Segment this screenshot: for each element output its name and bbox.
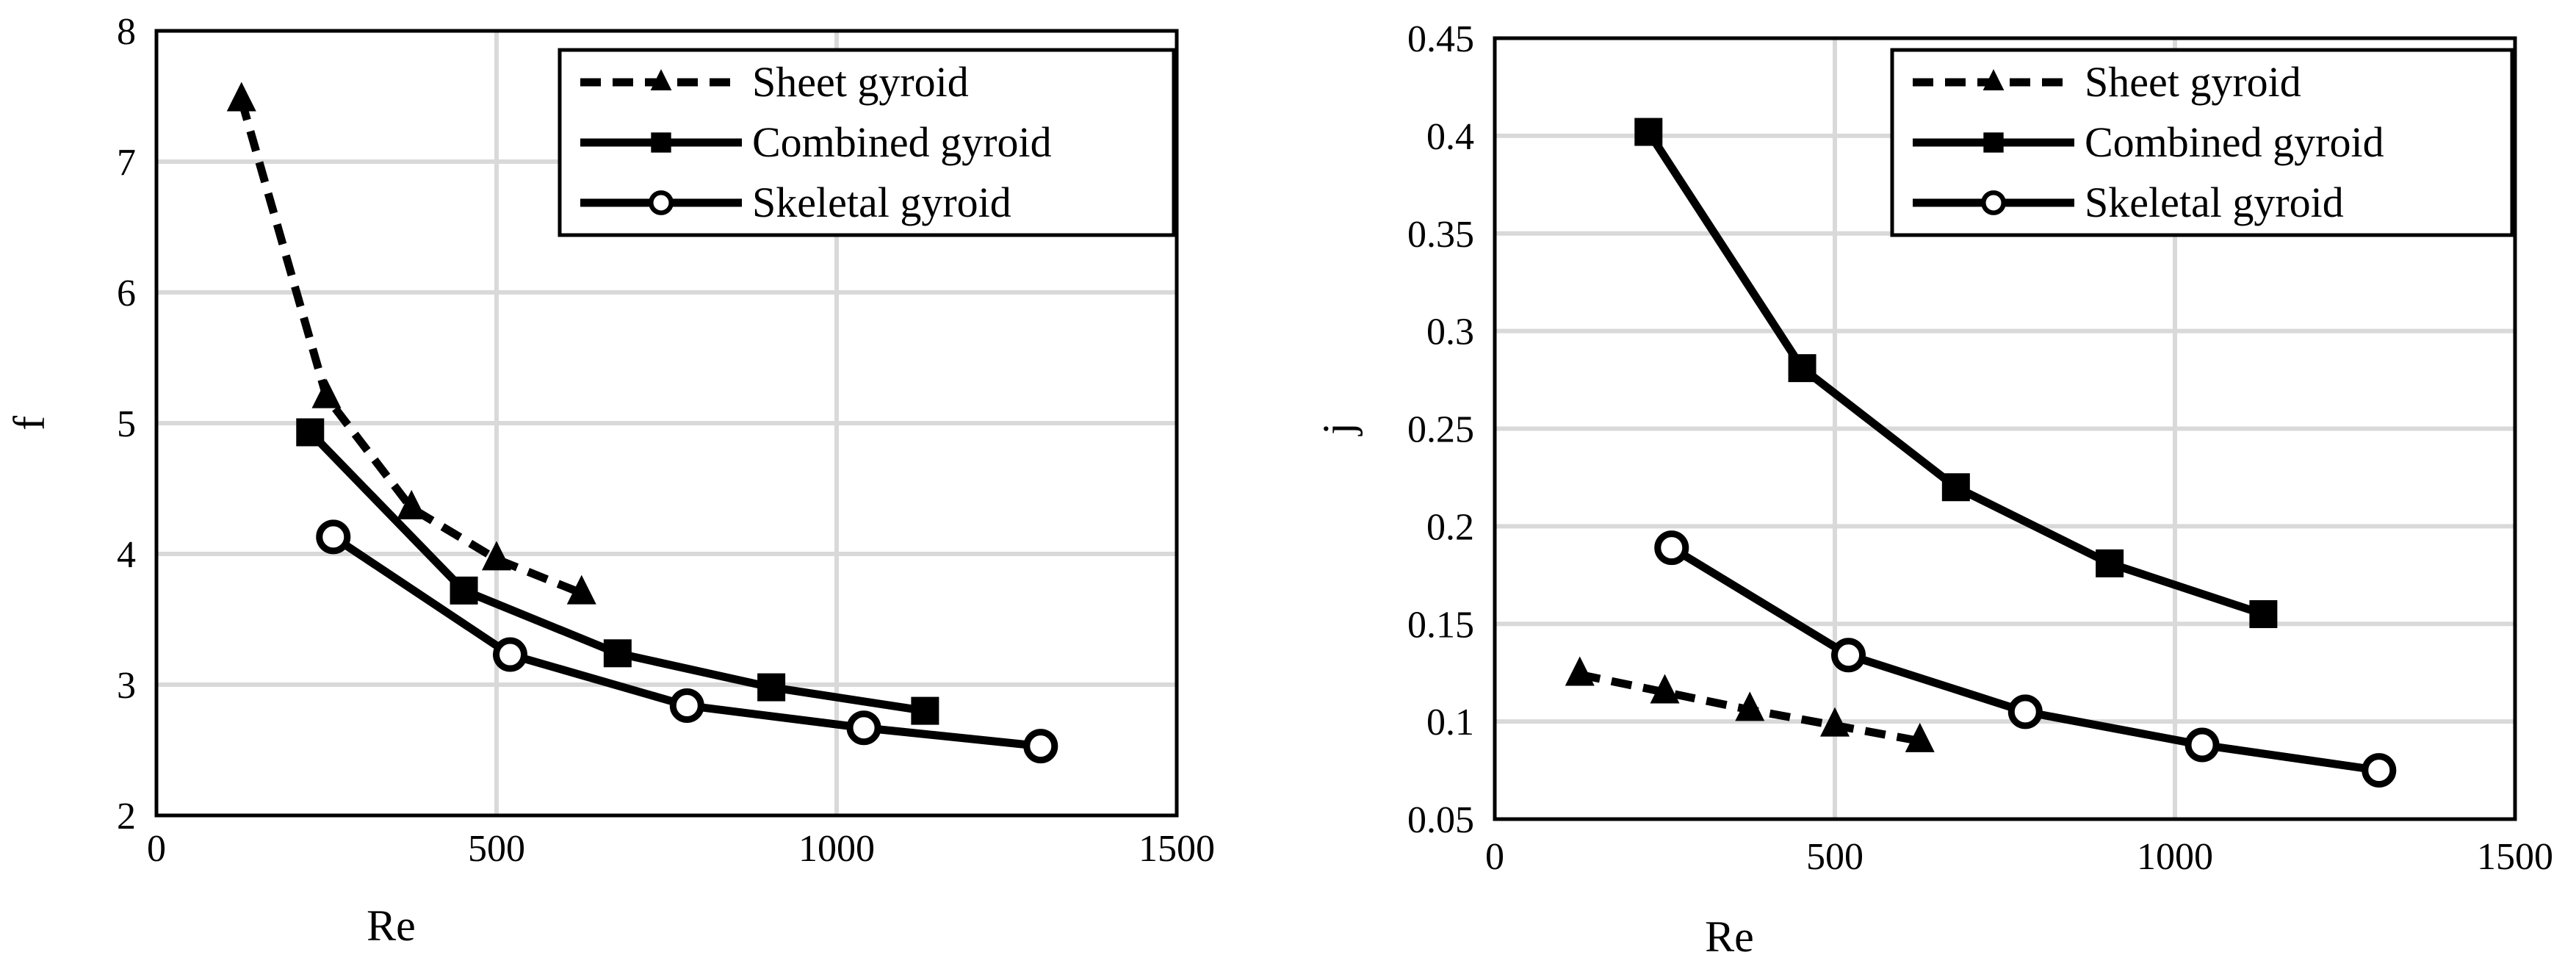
chart-2: 0 500 1000 1500 0.05 0.1 0.15 0.2 0.25 0.3 0.35 0.4… bbox=[1314, 18, 2553, 961]
series-line bbox=[1669, 544, 2380, 775]
y-tick-label: 6 bbox=[117, 273, 136, 314]
legend-circle-marker bbox=[1981, 190, 2006, 215]
series-sheet-gyroid bbox=[226, 82, 596, 605]
triangle-marker bbox=[311, 378, 342, 408]
square-marker bbox=[1788, 354, 1816, 383]
legend-label: Sheet gyroid bbox=[2085, 58, 2301, 106]
legend-label: Skeletal gyroid bbox=[752, 179, 1011, 226]
circle-marker bbox=[1654, 530, 1689, 566]
square-marker bbox=[1941, 473, 1970, 502]
y-tick-label: 0.45 bbox=[1407, 18, 1474, 60]
legend: Sheet gyroid Combined gyroid Skeletal gyro… bbox=[558, 48, 1176, 237]
x-tick-label: 1000 bbox=[798, 828, 875, 870]
legend-triangle-marker bbox=[650, 69, 672, 90]
square-marker bbox=[1634, 118, 1663, 146]
y-tick-label: 0.05 bbox=[1407, 799, 1474, 841]
y-tick-label: 0.25 bbox=[1407, 409, 1474, 451]
y-axis-label: j bbox=[1314, 422, 1363, 436]
legend-square-marker bbox=[651, 132, 671, 153]
series-line bbox=[237, 98, 583, 597]
y-tick-label: 0.15 bbox=[1407, 604, 1474, 646]
square-marker bbox=[2249, 599, 2278, 628]
triangle-marker bbox=[1905, 722, 1935, 752]
circle-marker bbox=[493, 637, 528, 672]
triangle-marker bbox=[226, 82, 256, 112]
legend-triangle-marker bbox=[1982, 69, 2005, 90]
circle-marker bbox=[1831, 638, 1866, 673]
plot-frame bbox=[1493, 36, 2517, 821]
square-marker bbox=[450, 576, 478, 605]
x-tick-label: 0 bbox=[147, 828, 166, 870]
x-tick-label: 0 bbox=[1485, 836, 1504, 878]
triangle-marker bbox=[482, 541, 511, 571]
y-tick-label: 5 bbox=[117, 403, 136, 445]
triangle-marker bbox=[1735, 691, 1765, 721]
circle-marker bbox=[669, 688, 704, 723]
triangle-marker bbox=[566, 574, 596, 605]
triangle-marker bbox=[1650, 674, 1680, 704]
legend-label: Combined gyroid bbox=[752, 118, 1052, 166]
square-marker bbox=[757, 673, 786, 702]
legend-label: Skeletal gyroid bbox=[2085, 179, 2344, 226]
legend-circle-marker bbox=[649, 190, 674, 215]
triangle-marker bbox=[397, 489, 427, 519]
plot-frame bbox=[154, 29, 1179, 818]
x-tick-label: 1500 bbox=[1139, 828, 1215, 870]
triangle-marker bbox=[1565, 656, 1595, 686]
square-marker bbox=[2096, 549, 2124, 577]
y-axis-label: f bbox=[5, 416, 54, 430]
square-marker bbox=[911, 696, 939, 725]
circle-marker bbox=[2362, 753, 2397, 788]
circle-marker bbox=[1023, 729, 1058, 764]
y-tick-label: 0.4 bbox=[1426, 116, 1474, 158]
y-tick-label: 0.1 bbox=[1426, 702, 1474, 743]
series-skeletal-gyroid bbox=[1654, 530, 2397, 788]
circle-marker bbox=[846, 710, 881, 746]
series-sheet-gyroid bbox=[1565, 656, 1935, 752]
square-marker bbox=[603, 639, 632, 668]
circle-marker bbox=[2007, 694, 2043, 729]
y-tick-label: 0.35 bbox=[1407, 214, 1474, 256]
legend: Sheet gyroid Combined gyroid Skeletal gyro… bbox=[1890, 48, 2514, 237]
triangle-marker bbox=[1820, 707, 1850, 737]
chart-1: 0 500 1000 1500 2 3 4 5 6 7 8 Re f Sheet gyroid Combin… bbox=[5, 11, 1215, 950]
legend-label: Combined gyroid bbox=[2085, 118, 2384, 166]
series-line bbox=[307, 429, 926, 716]
y-tick-label: 0.3 bbox=[1426, 311, 1474, 353]
y-tick-label: 2 bbox=[117, 796, 136, 837]
circle-marker bbox=[2184, 727, 2220, 763]
x-tick-label: 500 bbox=[1806, 836, 1864, 878]
series-combined-gyroid bbox=[1634, 118, 2278, 628]
x-axis-label: Re bbox=[367, 901, 416, 950]
square-marker bbox=[296, 418, 325, 447]
series-skeletal-gyroid bbox=[316, 519, 1058, 764]
legend-square-marker bbox=[1983, 132, 2004, 153]
series-combined-gyroid bbox=[296, 418, 939, 725]
x-tick-label: 500 bbox=[468, 828, 525, 870]
y-tick-label: 8 bbox=[117, 11, 136, 53]
x-tick-label: 1500 bbox=[2477, 836, 2553, 878]
y-tick-label: 3 bbox=[117, 665, 136, 707]
circle-marker bbox=[316, 519, 351, 555]
x-axis-label: Re bbox=[1705, 912, 1754, 961]
legend-label: Sheet gyroid bbox=[752, 58, 969, 106]
x-tick-label: 1000 bbox=[2137, 836, 2213, 878]
y-tick-label: 7 bbox=[117, 142, 136, 184]
y-tick-label: 4 bbox=[117, 534, 136, 576]
y-tick-label: 0.2 bbox=[1426, 506, 1474, 548]
